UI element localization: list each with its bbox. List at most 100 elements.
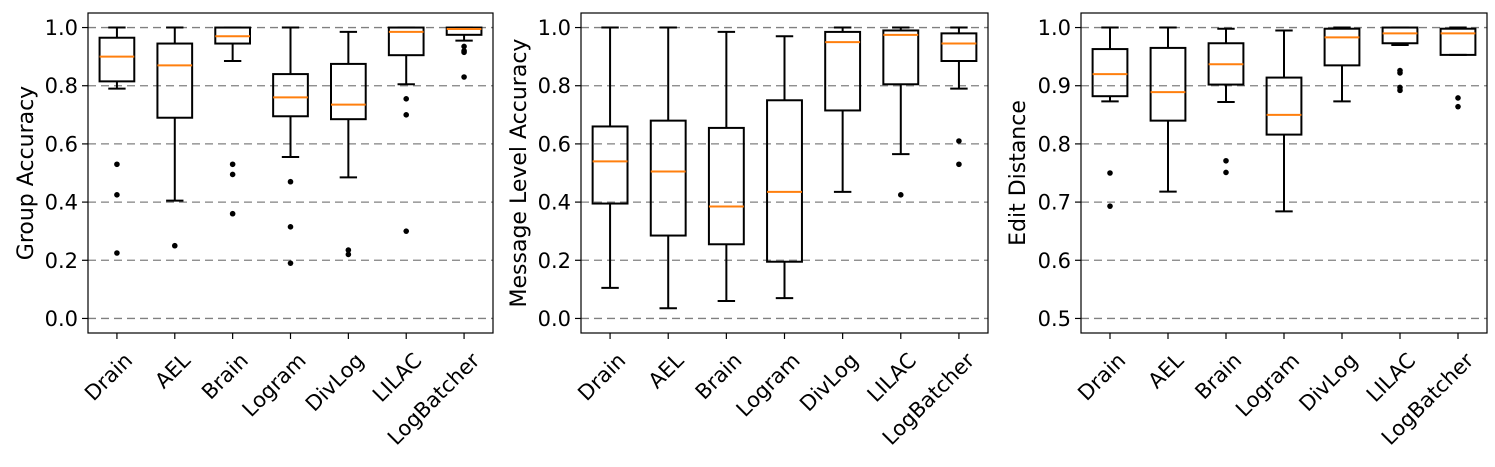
x-tick-label: Brain xyxy=(1190,348,1246,404)
iqr-box xyxy=(709,128,744,244)
outlier-point xyxy=(288,179,294,185)
x-tick-label: DivLog xyxy=(1294,348,1362,416)
group-accuracy-panel: 0.0 0.2 0.4 0.6 0.8 1.0 Group Accuracy Drain AEL… xyxy=(14,13,493,450)
y-tick-label: 1.0 xyxy=(538,16,571,40)
box-divlog xyxy=(825,28,860,192)
x-tick-label: Brain xyxy=(691,348,747,404)
box-logram xyxy=(273,28,308,266)
outlier-point xyxy=(1107,170,1113,176)
y-tick-label: 0.9 xyxy=(1038,74,1071,98)
outlier-point xyxy=(230,161,236,167)
y-tick-label: 0.6 xyxy=(538,132,571,156)
x-tick-label: Brain xyxy=(197,348,253,404)
x-tick-label: AEL xyxy=(1143,348,1188,393)
edit-distance-panel: 0.5 0.6 0.7 0.8 0.9 1.0 Edit Distance Drain AEL B… xyxy=(1006,13,1487,450)
box-ael xyxy=(157,28,192,249)
y-tick-label: 0.2 xyxy=(538,249,571,273)
outlier-point xyxy=(461,74,467,80)
y-tick-label: 0.7 xyxy=(1038,191,1071,215)
iqr-box xyxy=(1151,48,1186,121)
box-divlog xyxy=(331,32,366,257)
x-tick-label: Drain xyxy=(80,348,137,405)
iqr-box xyxy=(273,74,308,116)
outlier-point xyxy=(114,192,120,198)
y-tick-label: 0.6 xyxy=(1038,249,1071,273)
x-tick-label: DivLog xyxy=(795,348,863,416)
outlier-point xyxy=(403,228,409,234)
box-logbatcher xyxy=(447,28,482,80)
x-tick-label: Logram xyxy=(732,348,805,421)
y-tick-label: 0.4 xyxy=(538,191,571,215)
y-tick-label: 0.8 xyxy=(45,74,78,98)
outlier-point xyxy=(461,49,467,55)
iqr-box xyxy=(593,126,628,203)
outlier-point xyxy=(1455,104,1461,110)
box-drain xyxy=(100,28,135,256)
x-tick-label: AEL xyxy=(150,348,195,393)
iqr-box xyxy=(1093,49,1128,96)
box-logram xyxy=(1267,30,1302,211)
y-tick-label: 1.0 xyxy=(45,16,78,40)
y-tick-label: 0.4 xyxy=(45,191,78,215)
outlier-point xyxy=(1223,158,1229,164)
outlier-point xyxy=(403,112,409,118)
box-ael xyxy=(651,28,686,309)
outlier-point xyxy=(230,172,236,178)
iqr-box xyxy=(331,64,366,119)
y-axis-label: Group Accuracy xyxy=(14,86,39,260)
x-tick-label: Drain xyxy=(1073,348,1130,405)
iqr-box xyxy=(767,100,802,261)
iqr-box xyxy=(157,44,192,118)
outlier-point xyxy=(172,243,178,249)
outlier-point xyxy=(114,250,120,256)
iqr-box xyxy=(883,30,918,84)
outlier-point xyxy=(1397,88,1403,94)
box-lilac xyxy=(883,28,918,198)
outlier-point xyxy=(898,192,904,198)
iqr-box xyxy=(941,33,976,61)
y-tick-label: 0.6 xyxy=(45,132,78,156)
box-brain xyxy=(215,28,250,217)
iqr-box xyxy=(825,32,860,111)
outlier-point xyxy=(288,260,294,266)
outlier-point xyxy=(288,224,294,230)
box-lilac xyxy=(389,28,424,234)
box-brain xyxy=(1209,29,1244,176)
outlier-point xyxy=(1107,203,1113,209)
y-tick-label: 0.0 xyxy=(45,307,78,331)
outlier-point xyxy=(1397,70,1403,76)
y-tick-label: 0.8 xyxy=(1038,132,1071,156)
y-tick-label: 0.8 xyxy=(538,74,571,98)
outlier-point xyxy=(956,138,962,144)
outlier-point xyxy=(1455,95,1461,101)
x-tick-label: Drain xyxy=(573,348,630,405)
y-tick-label: 0.0 xyxy=(538,307,571,331)
y-axis-label: Edit Distance xyxy=(1006,100,1031,246)
box-logbatcher xyxy=(1441,28,1476,110)
iqr-box xyxy=(1325,29,1360,66)
box-ael xyxy=(1151,28,1186,192)
box-logbatcher xyxy=(941,28,976,168)
outlier-point xyxy=(403,96,409,102)
box-lilac xyxy=(1383,28,1418,94)
outlier-point xyxy=(114,161,120,167)
box-logram xyxy=(767,36,802,298)
y-tick-label: 0.5 xyxy=(1038,307,1071,331)
iqr-box xyxy=(1383,28,1418,44)
x-tick-label: Logram xyxy=(1231,348,1304,421)
y-axis-label: Message Level Accuracy xyxy=(507,39,532,308)
iqr-box xyxy=(651,121,686,236)
box-divlog xyxy=(1325,28,1360,102)
x-tick-label: Logram xyxy=(238,348,311,421)
box-drain xyxy=(593,28,628,288)
outlier-point xyxy=(956,161,962,167)
x-tick-label: AEL xyxy=(644,348,689,393)
y-tick-label: 1.0 xyxy=(1038,16,1071,40)
y-tick-label: 0.2 xyxy=(45,249,78,273)
x-tick-label: DivLog xyxy=(301,348,369,416)
iqr-box xyxy=(100,38,135,82)
outlier-point xyxy=(1223,170,1229,176)
box-drain xyxy=(1093,28,1128,209)
